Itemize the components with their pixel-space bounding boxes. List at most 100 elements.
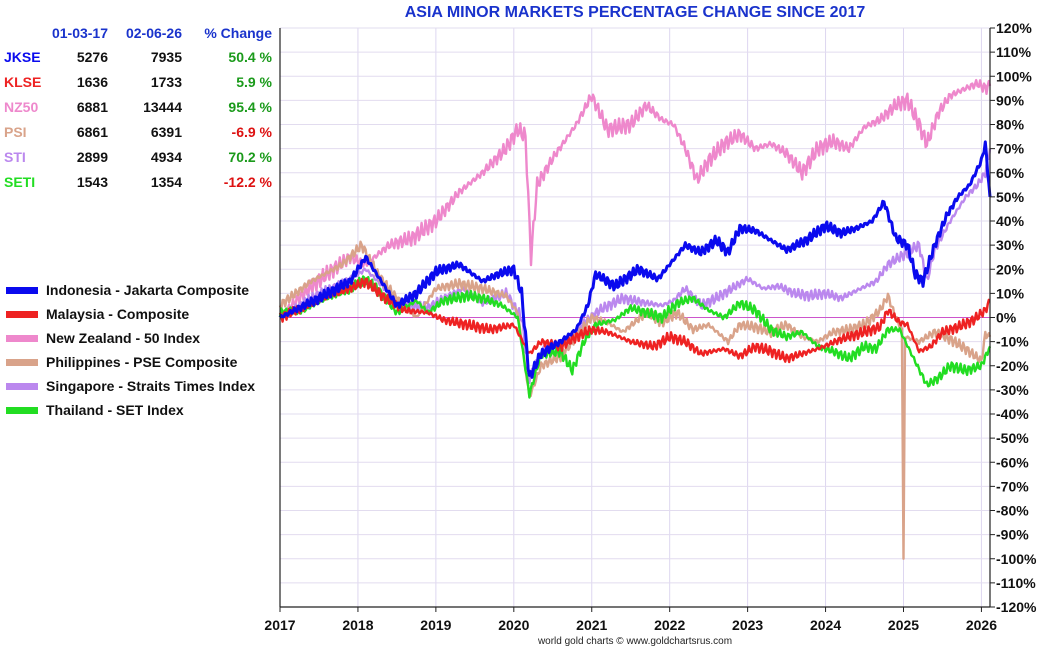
stats-row: PSI 6861 6391 -6.9 % xyxy=(4,119,272,144)
legend-swatch xyxy=(6,382,38,390)
row-start-value: 6861 xyxy=(76,123,108,140)
legend-item: Thailand - SET Index xyxy=(6,398,255,422)
row-end-value: 1733 xyxy=(150,73,182,90)
footer-credit: world gold charts © www.goldchartsrus.co… xyxy=(537,636,733,647)
stats-row: JKSE 5276 7935 50.4 % xyxy=(4,44,272,69)
row-symbol: PSI xyxy=(4,123,27,140)
y-tick-label: -70% xyxy=(996,478,1029,494)
y-tick-label: 120% xyxy=(996,20,1032,36)
y-tick-label: 40% xyxy=(996,213,1025,229)
x-tick-label: 2019 xyxy=(420,617,451,633)
y-tick-label: 30% xyxy=(996,237,1025,253)
legend-swatch xyxy=(6,334,38,342)
x-tick-label: 2018 xyxy=(342,617,373,633)
y-tick-label: 100% xyxy=(996,68,1032,84)
x-tick-label: 2024 xyxy=(810,617,841,633)
stats-row: SETI 1543 1354 -12.2 % xyxy=(4,169,272,194)
legend-swatch xyxy=(6,310,38,318)
series-line xyxy=(278,277,991,364)
y-tick-label: 0% xyxy=(996,310,1017,326)
row-change: -12.2 % xyxy=(223,173,272,190)
x-tick-label: 2020 xyxy=(498,617,529,633)
legend-label: Thailand - SET Index xyxy=(46,402,184,418)
stats-header-row: 01-03-17 02-06-26 % Change xyxy=(4,22,272,44)
y-tick-label: -50% xyxy=(996,430,1029,446)
y-tick-label: -10% xyxy=(996,334,1029,350)
row-symbol: NZ50 xyxy=(4,98,39,115)
row-symbol: JKSE xyxy=(4,48,41,65)
legend-item: Indonesia - Jakarta Composite xyxy=(6,278,255,302)
x-tick-label: 2025 xyxy=(888,617,919,633)
row-change: 70.2 % xyxy=(228,148,272,165)
legend-swatch xyxy=(6,358,38,366)
x-tick-label: 2017 xyxy=(264,617,295,633)
y-tick-label: -110% xyxy=(996,575,1036,591)
row-symbol: STI xyxy=(4,148,26,165)
y-tick-label: -20% xyxy=(996,358,1029,374)
legend-label: Philippines - PSE Composite xyxy=(46,354,238,370)
y-tick-label: -60% xyxy=(996,454,1029,470)
header-date2: 02-06-26 xyxy=(125,25,182,41)
legend-item: Malaysia - Composite xyxy=(6,302,255,326)
row-start-value: 6881 xyxy=(76,98,108,115)
legend-label: New Zealand - 50 Index xyxy=(46,330,201,346)
row-change: 95.4 % xyxy=(228,98,272,115)
x-tick-label: 2026 xyxy=(966,617,997,633)
row-start-value: 1636 xyxy=(76,73,108,90)
series-line xyxy=(279,148,992,384)
series-line xyxy=(278,240,992,560)
row-start-value: 1543 xyxy=(76,173,108,190)
legend-swatch xyxy=(6,286,38,294)
row-end-value: 6391 xyxy=(150,123,182,140)
row-end-value: 13444 xyxy=(143,98,182,115)
y-tick-label: 90% xyxy=(996,92,1025,108)
stats-row: NZ50 6881 13444 95.4 % xyxy=(4,94,272,119)
stats-row: KLSE 1636 1733 5.9 % xyxy=(4,69,272,94)
series-line xyxy=(278,140,992,379)
y-tick-label: -40% xyxy=(996,406,1029,422)
row-symbol: SETI xyxy=(4,173,36,190)
row-change: -6.9 % xyxy=(231,123,272,140)
y-tick-label: -100% xyxy=(996,551,1037,567)
series-line xyxy=(279,78,992,319)
y-tick-label: 80% xyxy=(996,117,1025,133)
series-lines xyxy=(278,78,992,560)
header-change: % Change xyxy=(204,25,272,41)
y-tick-label: 10% xyxy=(996,285,1025,301)
legend-label: Malaysia - Composite xyxy=(46,306,190,322)
y-tick-label: -80% xyxy=(996,503,1029,519)
row-end-value: 4934 xyxy=(150,148,182,165)
row-symbol: KLSE xyxy=(4,73,42,90)
y-tick-label: -30% xyxy=(996,382,1029,398)
x-tick-label: 2021 xyxy=(576,617,607,633)
y-tick-label: 20% xyxy=(996,261,1025,277)
y-tick-label: -120% xyxy=(996,599,1037,615)
legend-item: New Zealand - 50 Index xyxy=(6,326,255,350)
row-start-value: 2899 xyxy=(76,148,108,165)
legend-item: Philippines - PSE Composite xyxy=(6,350,255,374)
row-start-value: 5276 xyxy=(76,48,108,65)
axes: 120% 110% 100% 90% 80% 70% 60% 50% 40% 30% 20% 10% 0… xyxy=(264,20,1037,633)
stats-table: 01-03-17 02-06-26 % Change JKSE 5276 793… xyxy=(4,22,272,194)
header-date1: 01-03-17 xyxy=(51,25,108,41)
row-end-value: 1354 xyxy=(150,173,182,190)
legend-swatch xyxy=(6,406,38,414)
x-tick-label: 2023 xyxy=(732,617,763,633)
y-tick-label: 70% xyxy=(996,141,1025,157)
row-change: 50.4 % xyxy=(228,48,272,65)
legend: Indonesia - Jakarta Composite Malaysia -… xyxy=(6,278,255,422)
x-tick-label: 2022 xyxy=(654,617,685,633)
row-change: 5.9 % xyxy=(236,73,272,90)
y-tick-label: 110% xyxy=(996,44,1032,60)
row-end-value: 7935 xyxy=(150,48,182,65)
stats-row: STI 2899 4934 70.2 % xyxy=(4,144,272,169)
legend-item: Singapore - Straits Times Index xyxy=(6,374,255,398)
series-line xyxy=(278,275,992,399)
y-tick-label: -90% xyxy=(996,527,1029,543)
chart-title: ASIA MINOR MARKETS PERCENTAGE CHANGE SIN… xyxy=(404,4,866,21)
y-tick-label: 50% xyxy=(996,189,1025,205)
legend-label: Singapore - Straits Times Index xyxy=(46,378,256,394)
legend-label: Indonesia - Jakarta Composite xyxy=(46,282,250,298)
y-tick-label: 60% xyxy=(996,165,1025,181)
